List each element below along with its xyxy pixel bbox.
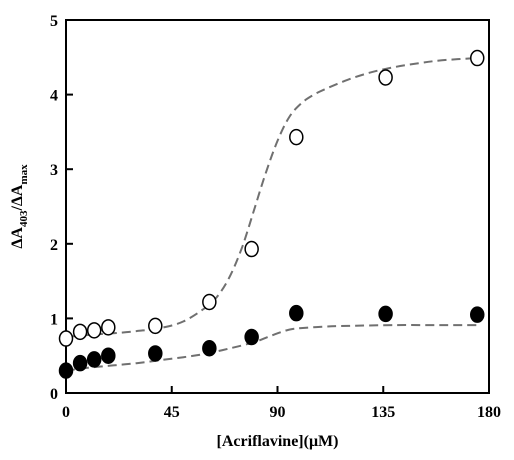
- data-point-series-2: [58, 362, 74, 379]
- x-tick-label: 135: [371, 404, 395, 421]
- data-point-series-1: [72, 323, 88, 341]
- y-label-sub-403: 403: [18, 210, 30, 227]
- data-point-series-2: [470, 306, 485, 323]
- x-tick-label: 45: [164, 404, 180, 421]
- data-point-series-2: [289, 304, 304, 322]
- y-label-separator: /ΔA: [9, 184, 26, 211]
- data-point-series-1: [470, 49, 485, 67]
- data-point-series-2: [244, 328, 259, 346]
- data-point-series-2: [378, 305, 393, 323]
- x-tick-label: 0: [62, 404, 70, 421]
- data-point-series-2: [72, 354, 88, 372]
- y-tick-label: 0: [50, 386, 58, 403]
- x-tick-label: 180: [477, 404, 501, 421]
- y-tick-label: 5: [50, 13, 58, 30]
- y-label-sub-max: max: [18, 164, 30, 185]
- fit-curve-series-1: [65, 57, 478, 339]
- data-point-series-1: [86, 322, 102, 339]
- data-point-series-1: [202, 293, 217, 311]
- fit-curve-series-2: [65, 324, 478, 372]
- data-points: [58, 49, 485, 379]
- y-tick-label: 1: [50, 311, 58, 328]
- data-point-series-1: [289, 128, 304, 146]
- data-point-series-2: [101, 347, 116, 364]
- data-point-series-1: [101, 319, 116, 336]
- data-point-series-1: [378, 69, 393, 86]
- data-point-series-1: [148, 317, 163, 335]
- data-point-series-1: [244, 240, 259, 258]
- y-tick-label: 4: [50, 88, 58, 105]
- data-point-series-1: [58, 330, 74, 347]
- data-point-series-2: [148, 345, 163, 362]
- data-point-series-2: [202, 339, 217, 357]
- plot-frame: [65, 19, 490, 394]
- y-axis-label: ΔA403/ΔAmax: [9, 164, 30, 249]
- x-axis-label: [Acriflavine](μM): [217, 433, 339, 450]
- y-tick-label: 2: [50, 237, 58, 254]
- fit-curves: [65, 57, 478, 372]
- y-tick-label: 3: [50, 162, 58, 179]
- data-point-series-2: [86, 351, 102, 368]
- x-tick-label: 90: [270, 404, 286, 421]
- y-label-main: ΔA: [9, 227, 26, 249]
- axes: [65, 19, 490, 394]
